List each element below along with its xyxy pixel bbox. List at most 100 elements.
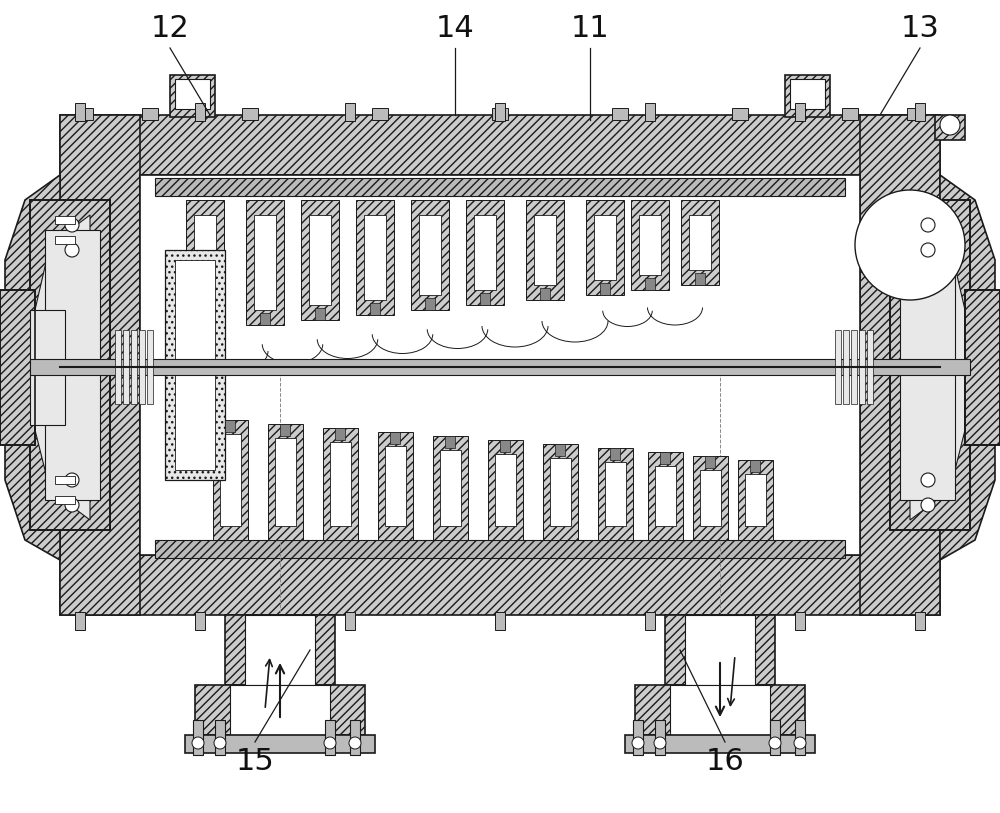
Bar (0, 290, 35, 445)
Bar (770, 720, 780, 755)
Bar (665, 615, 775, 685)
Bar (745, 474, 766, 526)
Bar (323, 428, 358, 540)
Bar (890, 200, 970, 530)
Bar (648, 452, 683, 540)
Bar (155, 540, 845, 558)
Bar (155, 178, 845, 196)
Bar (372, 108, 388, 120)
Bar (915, 103, 925, 121)
Bar (639, 215, 661, 275)
Circle shape (65, 218, 79, 232)
Text: 16: 16 (706, 747, 744, 776)
Bar (280, 424, 290, 436)
Bar (225, 420, 235, 432)
Circle shape (349, 737, 361, 749)
Bar (55, 476, 75, 484)
Bar (195, 103, 205, 121)
Bar (645, 612, 655, 630)
Bar (30, 359, 970, 375)
Bar (356, 200, 394, 315)
Bar (45, 230, 100, 500)
Bar (77, 108, 93, 120)
Bar (915, 612, 925, 630)
Bar (681, 200, 719, 285)
Circle shape (769, 737, 781, 749)
Bar (30, 200, 110, 530)
Bar (495, 612, 505, 630)
Bar (534, 215, 556, 285)
Bar (645, 278, 655, 290)
Bar (75, 103, 85, 121)
Circle shape (192, 737, 204, 749)
Bar (123, 330, 129, 404)
Bar (60, 555, 940, 615)
Bar (935, 115, 965, 140)
Bar (350, 720, 360, 755)
Bar (433, 436, 468, 540)
Bar (185, 735, 375, 753)
Bar (215, 720, 225, 755)
Bar (260, 313, 270, 325)
Circle shape (632, 737, 644, 749)
Bar (195, 685, 365, 735)
Bar (795, 103, 805, 121)
Bar (200, 318, 210, 330)
Bar (411, 200, 449, 310)
Circle shape (794, 737, 806, 749)
Bar (492, 108, 508, 120)
Bar (785, 75, 830, 117)
Bar (466, 200, 504, 305)
Bar (610, 448, 620, 460)
Bar (695, 273, 705, 285)
Bar (315, 308, 325, 320)
Bar (859, 330, 865, 404)
Bar (55, 216, 75, 224)
Bar (965, 290, 1000, 445)
Bar (860, 115, 940, 615)
Bar (500, 440, 510, 452)
Bar (965, 290, 1000, 445)
Circle shape (214, 737, 226, 749)
Polygon shape (910, 215, 965, 520)
Bar (170, 75, 215, 117)
Bar (385, 446, 406, 526)
Bar (335, 428, 345, 440)
Circle shape (65, 498, 79, 512)
Bar (195, 612, 205, 630)
Bar (598, 448, 633, 540)
Circle shape (654, 737, 666, 749)
Circle shape (921, 498, 935, 512)
Bar (440, 450, 461, 526)
Bar (142, 108, 158, 120)
Bar (230, 685, 330, 735)
Bar (488, 440, 523, 540)
Circle shape (65, 473, 79, 487)
Bar (245, 615, 315, 685)
Bar (700, 470, 721, 526)
Bar (115, 330, 121, 404)
Bar (194, 215, 216, 315)
Circle shape (855, 190, 965, 300)
Bar (370, 303, 380, 315)
Bar (645, 103, 655, 121)
Bar (526, 200, 564, 300)
Bar (843, 330, 849, 404)
Bar (655, 466, 676, 526)
Bar (842, 108, 858, 120)
Bar (625, 735, 815, 753)
Bar (193, 720, 203, 755)
Bar (543, 444, 578, 540)
Bar (685, 615, 755, 685)
Bar (242, 108, 258, 120)
Bar (835, 330, 841, 404)
Bar (605, 462, 626, 526)
Bar (795, 720, 805, 755)
Bar (175, 79, 210, 109)
Bar (345, 612, 355, 630)
Circle shape (921, 218, 935, 232)
Bar (555, 444, 565, 456)
Bar (732, 108, 748, 120)
Bar (140, 175, 860, 555)
Bar (586, 200, 624, 295)
